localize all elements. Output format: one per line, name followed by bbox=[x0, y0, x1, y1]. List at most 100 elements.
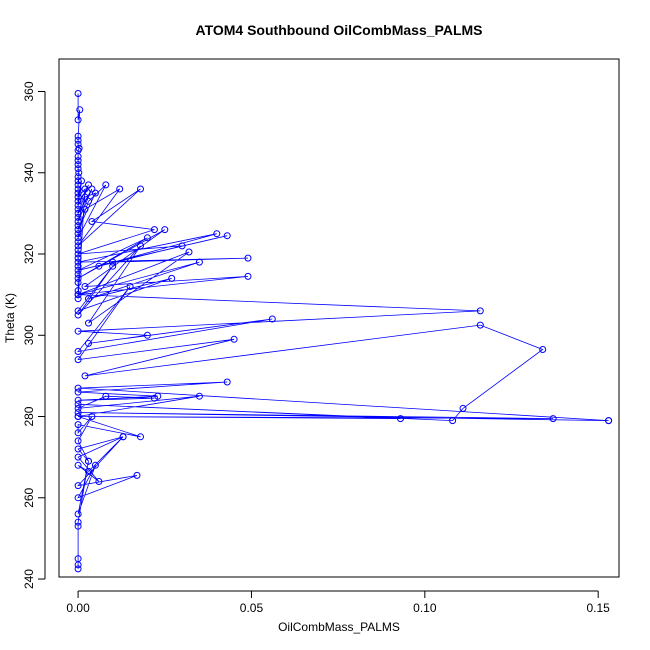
y-tick-label: 340 bbox=[22, 162, 36, 182]
data-point bbox=[213, 230, 221, 238]
data-point bbox=[74, 307, 82, 315]
data-point bbox=[74, 561, 82, 569]
data-point bbox=[109, 258, 117, 266]
data-point bbox=[85, 457, 92, 465]
data-point bbox=[85, 197, 92, 205]
data-point bbox=[137, 433, 144, 441]
data-point bbox=[81, 193, 89, 201]
data-point bbox=[74, 189, 82, 197]
data-point bbox=[74, 177, 82, 185]
data-point bbox=[74, 222, 82, 230]
data-point bbox=[178, 242, 186, 250]
data-point bbox=[74, 461, 82, 469]
data-point bbox=[76, 106, 84, 114]
data-point bbox=[74, 429, 82, 437]
data-point bbox=[74, 413, 82, 420]
data-point bbox=[74, 356, 82, 364]
data-point bbox=[74, 254, 82, 262]
data-point bbox=[74, 181, 82, 189]
data-point bbox=[74, 250, 82, 258]
data-point bbox=[74, 116, 82, 124]
data-point bbox=[74, 258, 82, 266]
x-tick-label: 0.15 bbox=[587, 601, 611, 615]
data-point bbox=[137, 242, 144, 250]
data-point bbox=[74, 209, 82, 217]
data-point bbox=[143, 331, 151, 339]
data-point bbox=[539, 346, 547, 353]
data-point bbox=[74, 274, 82, 282]
data-point bbox=[85, 339, 92, 347]
data-point bbox=[74, 270, 82, 278]
data-point bbox=[78, 177, 85, 185]
data-point bbox=[168, 274, 176, 282]
data-point bbox=[605, 417, 613, 425]
data-point bbox=[74, 242, 82, 250]
plot-frame bbox=[58, 58, 620, 578]
data-point bbox=[185, 248, 193, 256]
data-point bbox=[74, 132, 82, 140]
data-point bbox=[74, 205, 82, 213]
data-point bbox=[154, 392, 162, 400]
data-point bbox=[223, 378, 231, 386]
data-point bbox=[74, 153, 82, 160]
y-tick-label: 260 bbox=[22, 487, 36, 507]
data-point bbox=[74, 396, 82, 404]
data-point bbox=[126, 283, 134, 290]
y-tick-label: 240 bbox=[22, 569, 36, 589]
data-point bbox=[137, 185, 144, 193]
data-point bbox=[74, 157, 82, 165]
data-point bbox=[74, 90, 82, 97]
data-point bbox=[119, 433, 127, 441]
data-point bbox=[116, 185, 124, 193]
data-point bbox=[74, 201, 82, 209]
data-point bbox=[74, 388, 82, 396]
data-point bbox=[195, 258, 203, 266]
data-point bbox=[74, 404, 82, 412]
chart-title: ATOM4 Southbound OilCombMass_PALMS bbox=[196, 22, 483, 38]
data-point bbox=[88, 218, 96, 225]
data-point bbox=[74, 327, 82, 335]
data-point bbox=[74, 311, 82, 319]
data-point bbox=[230, 335, 238, 343]
data-point bbox=[74, 262, 82, 270]
data-point bbox=[74, 136, 82, 144]
data-point bbox=[74, 421, 82, 429]
data-point bbox=[74, 437, 82, 445]
data-point bbox=[74, 348, 82, 355]
data-point bbox=[81, 283, 89, 290]
data-point bbox=[133, 471, 141, 479]
data-point bbox=[244, 272, 252, 280]
data-point bbox=[95, 262, 103, 270]
data-point bbox=[150, 226, 158, 234]
series-polyline bbox=[76, 93, 609, 569]
data-point bbox=[549, 415, 557, 423]
series-line bbox=[76, 93, 609, 569]
data-point bbox=[74, 400, 82, 408]
data-point bbox=[81, 185, 89, 193]
data-point bbox=[81, 372, 89, 380]
y-tick-label: 300 bbox=[22, 325, 36, 345]
data-point bbox=[74, 218, 82, 225]
data-point bbox=[74, 266, 82, 274]
data-point bbox=[74, 510, 82, 518]
data-point bbox=[85, 181, 92, 189]
x-axis: 0.00 0.05 0.10 0.15 bbox=[66, 590, 611, 615]
data-point bbox=[91, 461, 99, 469]
x-tick-label: 0.10 bbox=[413, 601, 437, 615]
data-point bbox=[74, 279, 82, 286]
data-point bbox=[74, 238, 82, 246]
data-point bbox=[74, 445, 82, 453]
data-point bbox=[74, 226, 82, 234]
y-axis-label: Theta (K) bbox=[3, 293, 17, 343]
data-point bbox=[74, 384, 82, 392]
data-point bbox=[74, 234, 82, 242]
data-point bbox=[459, 404, 467, 412]
x-tick-label: 0.00 bbox=[66, 601, 90, 615]
series-points bbox=[74, 90, 613, 573]
data-point bbox=[397, 415, 404, 423]
data-point bbox=[223, 232, 231, 240]
data-point bbox=[74, 197, 82, 205]
data-point bbox=[161, 226, 169, 234]
